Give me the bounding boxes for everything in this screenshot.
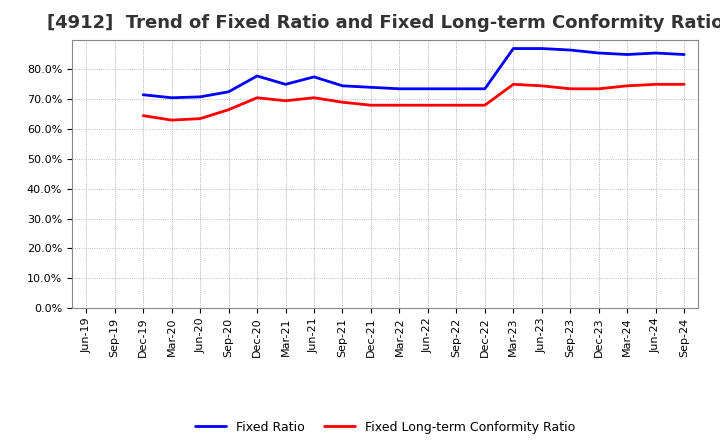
Fixed Long-term Conformity Ratio [253,95,261,100]
Fixed Long-term Conformity Ratio [338,99,347,105]
Fixed Ratio [423,86,432,92]
Fixed Ratio [623,52,631,57]
Fixed Ratio [253,73,261,79]
Fixed Ratio [225,89,233,95]
Fixed Long-term Conformity Ratio [366,103,375,108]
Fixed Ratio [680,52,688,57]
Fixed Long-term Conformity Ratio [282,98,290,103]
Fixed Ratio [537,46,546,51]
Fixed Long-term Conformity Ratio [537,83,546,88]
Fixed Long-term Conformity Ratio [167,117,176,123]
Fixed Long-term Conformity Ratio [395,103,404,108]
Fixed Long-term Conformity Ratio [310,95,318,100]
Fixed Ratio [566,48,575,53]
Fixed Long-term Conformity Ratio [139,113,148,118]
Fixed Long-term Conformity Ratio [680,82,688,87]
Line: Fixed Ratio: Fixed Ratio [143,48,684,98]
Line: Fixed Long-term Conformity Ratio: Fixed Long-term Conformity Ratio [143,84,684,120]
Fixed Ratio [310,74,318,80]
Fixed Long-term Conformity Ratio [196,116,204,121]
Fixed Ratio [167,95,176,100]
Fixed Ratio [480,86,489,92]
Fixed Long-term Conformity Ratio [595,86,603,92]
Fixed Long-term Conformity Ratio [623,83,631,88]
Legend: Fixed Ratio, Fixed Long-term Conformity Ratio: Fixed Ratio, Fixed Long-term Conformity … [190,416,580,439]
Fixed Ratio [196,94,204,99]
Fixed Long-term Conformity Ratio [423,103,432,108]
Fixed Long-term Conformity Ratio [452,103,461,108]
Fixed Long-term Conformity Ratio [652,82,660,87]
Fixed Ratio [282,82,290,87]
Fixed Long-term Conformity Ratio [566,86,575,92]
Fixed Ratio [366,84,375,90]
Fixed Long-term Conformity Ratio [509,82,518,87]
Fixed Ratio [509,46,518,51]
Fixed Ratio [139,92,148,97]
Fixed Ratio [395,86,404,92]
Fixed Long-term Conformity Ratio [480,103,489,108]
Fixed Ratio [595,50,603,55]
Fixed Long-term Conformity Ratio [225,107,233,112]
Fixed Ratio [652,50,660,55]
Title: [4912]  Trend of Fixed Ratio and Fixed Long-term Conformity Ratio: [4912] Trend of Fixed Ratio and Fixed Lo… [47,15,720,33]
Fixed Ratio [338,83,347,88]
Fixed Ratio [452,86,461,92]
